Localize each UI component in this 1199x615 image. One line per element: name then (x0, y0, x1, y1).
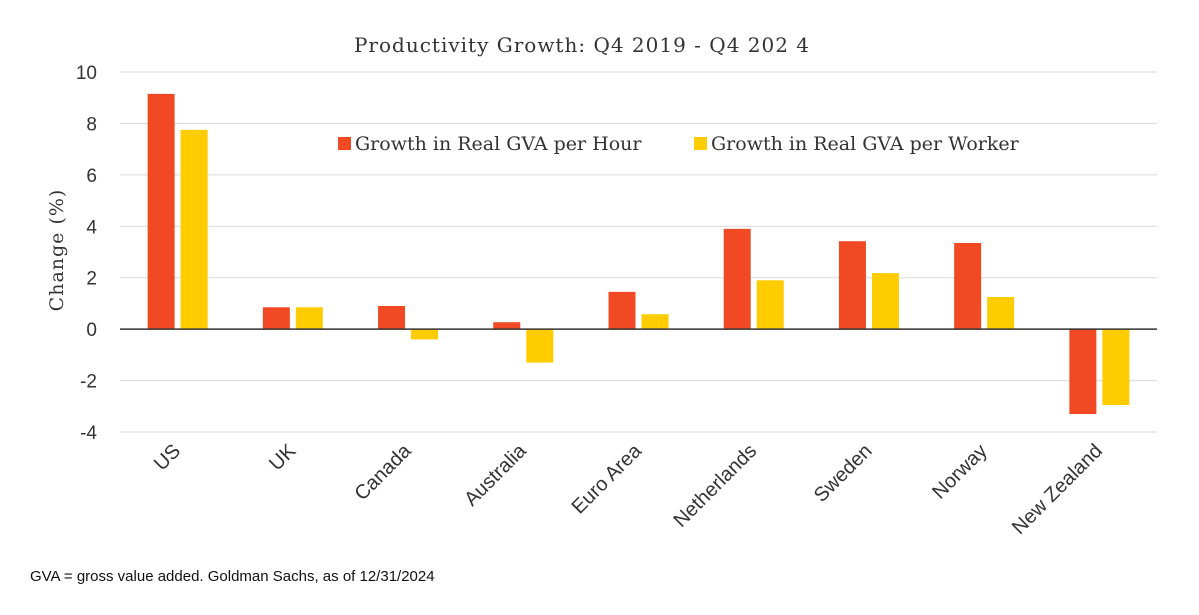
x-axis-ticks: US UK Canada Australia Euro Area Netherlands S… (150, 439, 1107, 539)
gridlines (120, 71, 1157, 433)
bar-per-hour (262, 307, 290, 330)
y-tick-label: 8 (86, 114, 97, 135)
bar-per-hour (1069, 329, 1097, 414)
bar-per-worker (1102, 329, 1130, 405)
bar-per-hour (147, 93, 175, 330)
bar-per-worker (295, 307, 323, 330)
y-tick-label: -2 (80, 372, 97, 393)
x-tick-label: Canada (350, 439, 416, 505)
bars (147, 93, 1130, 414)
bar-per-worker (411, 329, 439, 340)
legend-label: Growth in Real GVA per Hour (355, 133, 642, 155)
x-tick-label: New Zealand (1008, 440, 1107, 539)
x-tick-label: Euro Area (568, 439, 647, 518)
bar-per-hour (954, 243, 982, 330)
bar-per-hour (608, 291, 636, 330)
bar-per-hour (838, 241, 866, 330)
bar-per-worker (871, 273, 899, 330)
y-tick-label: 10 (76, 63, 97, 84)
x-tick-label: Australia (460, 439, 531, 510)
y-axis-label: Change (%) (46, 189, 68, 312)
x-tick-label: UK (265, 440, 301, 476)
x-tick-label: Netherlands (669, 440, 761, 532)
bar-per-worker (987, 297, 1015, 330)
y-axis-ticks: 10 8 6 4 2 0 -2 -4 (76, 63, 98, 444)
bar-per-hour (723, 228, 751, 330)
y-tick-label: 6 (86, 166, 97, 187)
y-tick-label: -4 (80, 423, 97, 444)
y-tick-label: 2 (86, 269, 97, 290)
legend-swatch (694, 137, 707, 150)
chart-title: Productivity Growth: Q4 2019 - Q4 202 4 (354, 33, 810, 57)
bar-per-worker (526, 329, 554, 363)
y-tick-label: 0 (86, 320, 97, 341)
legend: Growth in Real GVA per Hour Growth in Rea… (338, 133, 1020, 155)
bar-per-worker (180, 129, 208, 330)
x-tick-label: Sweden (810, 440, 877, 507)
legend-swatch (338, 137, 351, 150)
bar-per-hour (493, 322, 521, 330)
footnote: GVA = gross value added. Goldman Sachs, … (30, 568, 435, 585)
bar-per-worker (641, 314, 669, 330)
bar-chart: Productivity Growth: Q4 2019 - Q4 202 4 … (46, 33, 1157, 539)
legend-label: Growth in Real GVA per Worker (711, 133, 1020, 155)
bar-per-worker (756, 280, 784, 330)
x-tick-label: US (150, 440, 185, 475)
bar-per-hour (378, 306, 406, 330)
x-tick-label: Norway (928, 440, 991, 503)
y-tick-label: 4 (86, 217, 97, 238)
